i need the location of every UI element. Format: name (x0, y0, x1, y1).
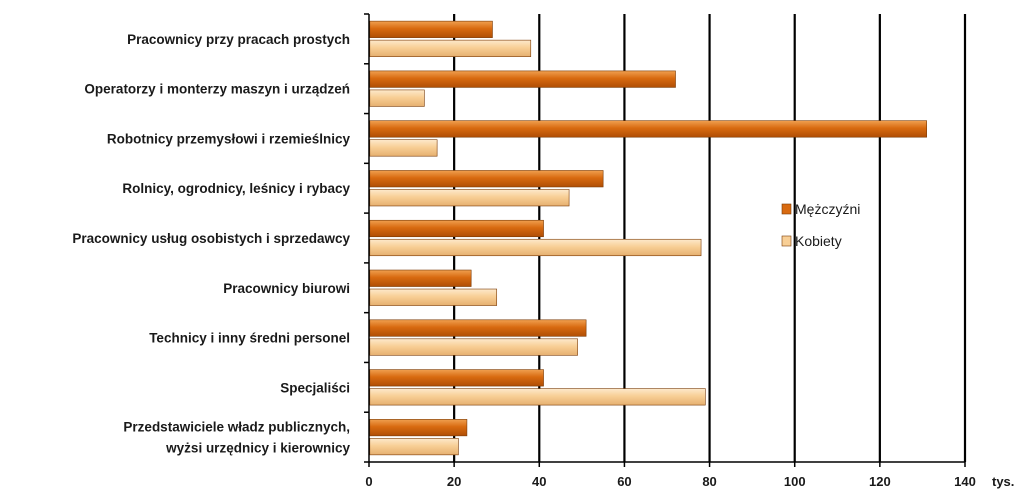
category-label: Pracownicy biurowi (223, 281, 350, 296)
tick-labels: 0 20 40 60 80 100 120 140 tys. (365, 474, 1014, 489)
x-tick-label: 80 (702, 474, 716, 489)
category-label: Rolnicy, ogrodnicy, leśnicy i rybacy (122, 181, 350, 196)
x-tick-label: 40 (532, 474, 546, 489)
gridlines (453, 14, 967, 462)
legend: Mężczyźni Kobiety (781, 201, 860, 249)
bar-women (369, 39, 532, 57)
bar-men (369, 269, 472, 287)
x-tick-label: 120 (869, 474, 891, 489)
bar-men (369, 170, 604, 188)
bar-men (369, 120, 927, 138)
category-label: Technicy i inny średni personel (149, 331, 350, 346)
bar-women (369, 139, 438, 157)
x-tick-label: 100 (784, 474, 806, 489)
legend-label: Kobiety (795, 233, 842, 249)
axes (364, 13, 966, 467)
bar-men (369, 319, 587, 337)
bar-women (369, 238, 702, 257)
bar-men (369, 419, 468, 437)
category-label: Specjaliści (280, 380, 350, 395)
category-label: Operatorzy i monterzy maszyn i urządzeń (84, 82, 350, 97)
x-tick-label: 0 (365, 474, 372, 489)
bar-women (369, 338, 578, 356)
bars (369, 20, 927, 456)
bar-women (369, 438, 459, 456)
category-labels: Pracownicy przy pracach prostych Operator… (72, 32, 350, 456)
bar-women (369, 89, 425, 107)
category-label: Przedstawiciele władz publicznych, (123, 420, 350, 435)
category-label: wyżsi urzędnicy i kierownicy (165, 441, 350, 456)
category-label: Robotnicy przemysłowi i rzemieślnicy (107, 131, 351, 146)
legend-label: Mężczyźni (795, 201, 860, 217)
category-label: Pracownicy przy pracach prostych (127, 32, 350, 47)
bar-women (369, 388, 706, 406)
x-tick-label: 60 (617, 474, 631, 489)
x-tick-label: 140 (954, 474, 976, 489)
bar-women (369, 189, 570, 207)
category-label: Pracownicy usług osobistych i sprzedawcy (72, 231, 350, 246)
x-tick-label: 20 (447, 474, 461, 489)
x-axis-unit: tys. (992, 474, 1014, 489)
bar-men (369, 20, 493, 38)
legend-swatch (781, 235, 792, 247)
bar-men (369, 219, 544, 238)
bar-women (369, 288, 498, 306)
legend-swatch (781, 203, 792, 215)
bar-men (369, 70, 676, 88)
bar-men (369, 369, 544, 387)
